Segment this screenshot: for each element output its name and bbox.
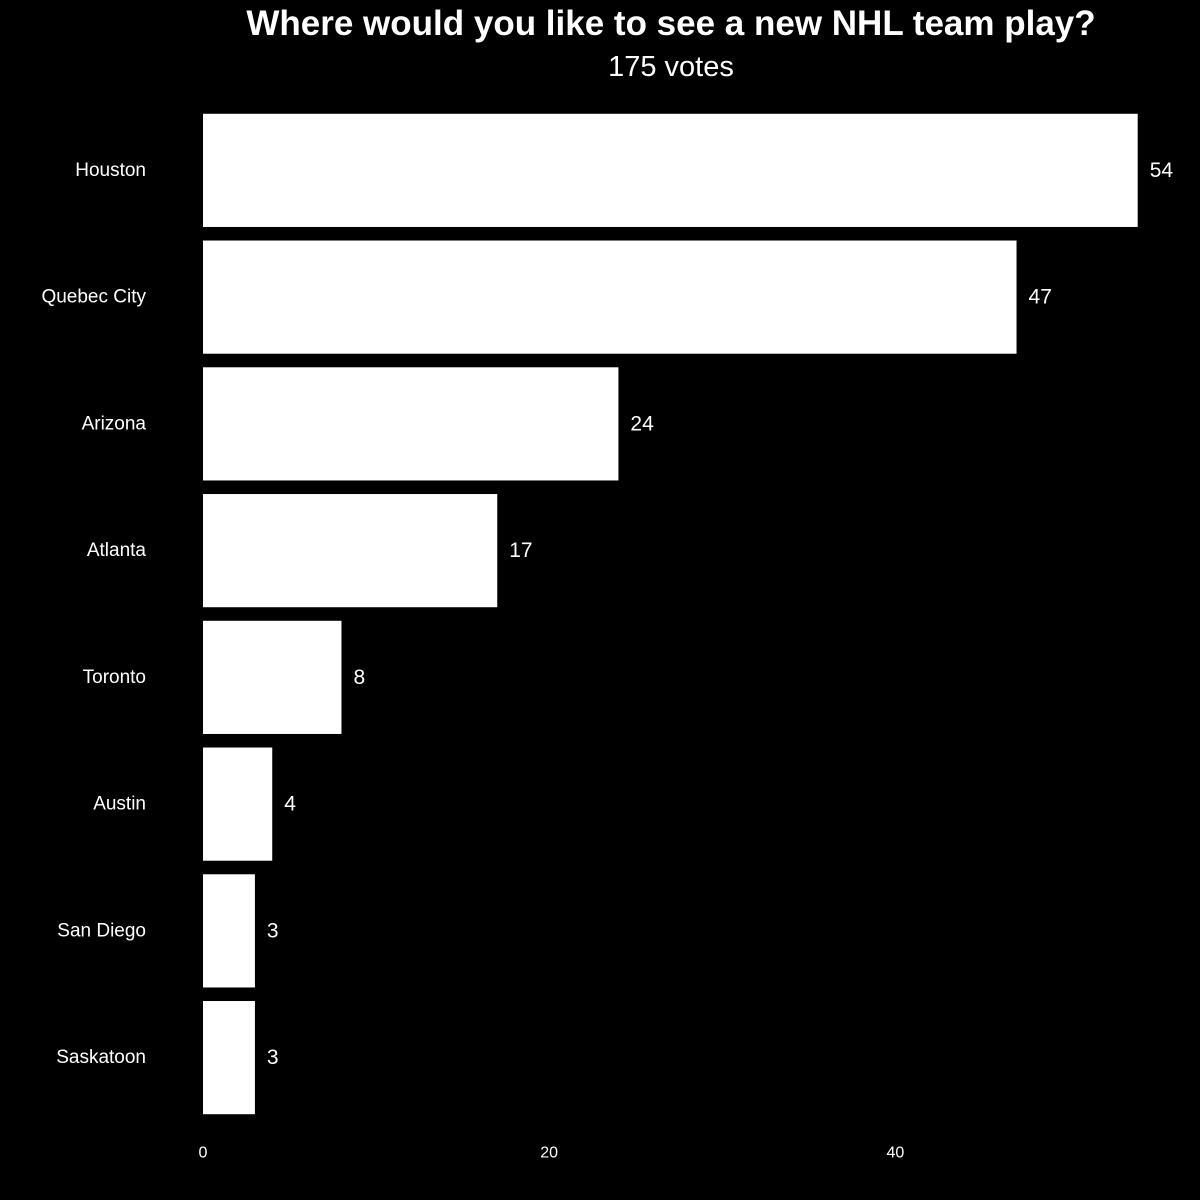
chart-title: Where would you like to see a new NHL te… [246,4,1096,43]
data-label: 8 [353,666,365,689]
bar-arizona [203,367,619,481]
category-label: Atlanta [87,540,147,561]
data-label: 3 [267,1046,279,1069]
data-label: 17 [509,539,532,562]
data-label: 24 [630,412,654,435]
x-tick-label: 0 [199,1145,208,1162]
bar-toronto [203,620,342,734]
data-label: 3 [267,919,279,942]
category-label: Toronto [83,667,146,688]
data-label: 47 [1029,286,1052,309]
bar-atlanta [203,494,498,608]
x-tick-label: 40 [886,1145,904,1162]
bar-houston [203,113,1138,227]
bar-quebec-city [203,240,1017,354]
data-label: 54 [1150,159,1174,182]
category-label: San Diego [57,920,146,941]
bar-saskatoon [203,1001,255,1115]
bar-san-diego [203,874,255,988]
category-label: Arizona [82,413,147,434]
chart-subtitle: 175 votes [608,51,734,83]
bar-austin [203,747,273,861]
category-label: Saskatoon [56,1047,146,1068]
category-label: Houston [75,160,146,181]
x-tick-label: 20 [540,1145,558,1162]
category-label: Austin [93,794,146,815]
category-label: Quebec City [41,287,146,308]
data-label: 4 [284,793,296,816]
